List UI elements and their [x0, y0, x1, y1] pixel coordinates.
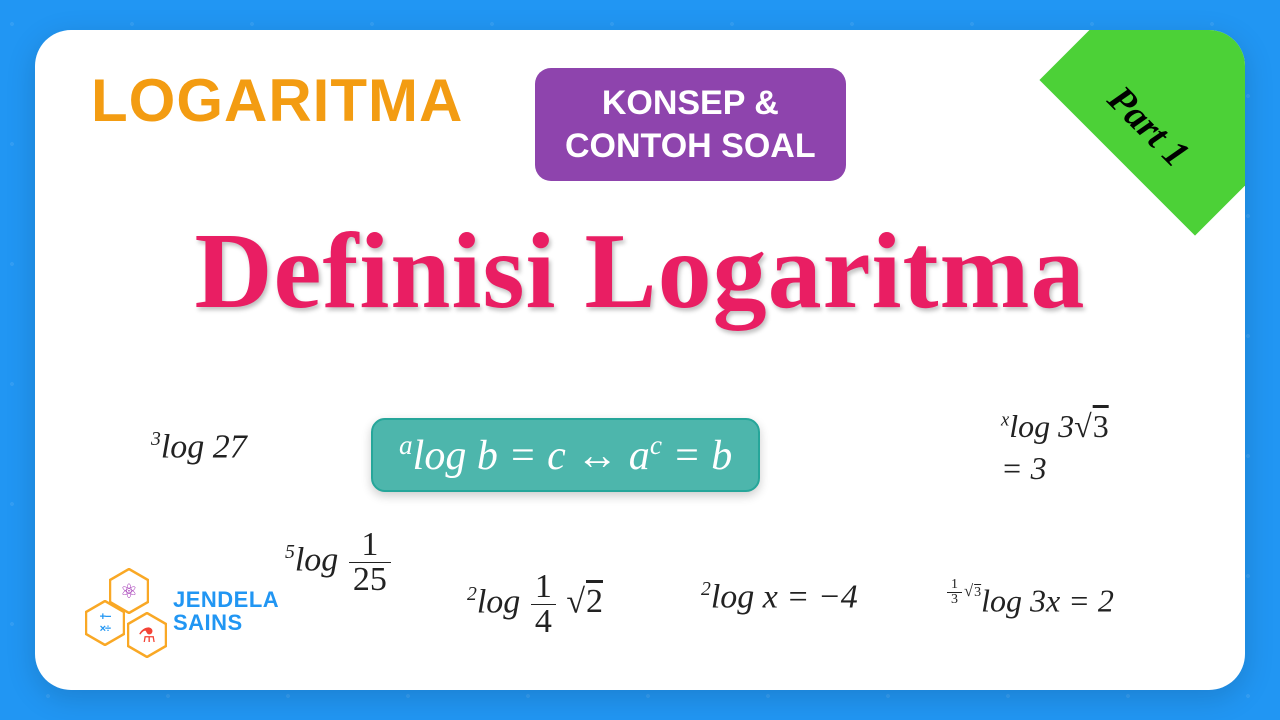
- example-2: xlog 3√3 = 3: [1001, 406, 1109, 489]
- example-5: 2log x = −4: [701, 578, 858, 616]
- formula-base-a: a: [399, 430, 413, 460]
- part-ribbon: Part 1: [1039, 30, 1245, 236]
- formula-exp-c: c: [650, 430, 662, 460]
- subtitle-badge: KONSEP & CONTOH SOAL: [535, 68, 846, 181]
- example-6: 13√3log 3x = 2: [945, 578, 1114, 619]
- formula-eqc: = c ↔ a: [498, 433, 650, 479]
- logo-text: JENDELA SAINS: [173, 588, 279, 634]
- definition-formula: alog b = c ↔ ac = b: [371, 418, 760, 492]
- badge-line2: CONTOH SOAL: [565, 125, 816, 168]
- badge-line1: KONSEP &: [565, 82, 816, 125]
- logo-icon: ⚛ +−×÷ ⚗: [79, 568, 165, 654]
- example-4: 2log 14 √2: [467, 570, 603, 639]
- main-title: Definisi Logaritma: [35, 210, 1245, 334]
- content-card: Part 1 LOGARITMA KONSEP & CONTOH SOAL De…: [35, 30, 1245, 690]
- example-1: 3log 27: [151, 428, 247, 466]
- part-label: Part 1: [1099, 77, 1198, 176]
- example-3: 5log 125: [285, 528, 393, 597]
- formula-eqb: = b: [662, 433, 732, 479]
- formula-logb: log b: [413, 433, 498, 479]
- topic-heading: LOGARITMA: [91, 66, 463, 135]
- brand-logo: ⚛ +−×÷ ⚗ JENDELA SAINS: [79, 568, 279, 654]
